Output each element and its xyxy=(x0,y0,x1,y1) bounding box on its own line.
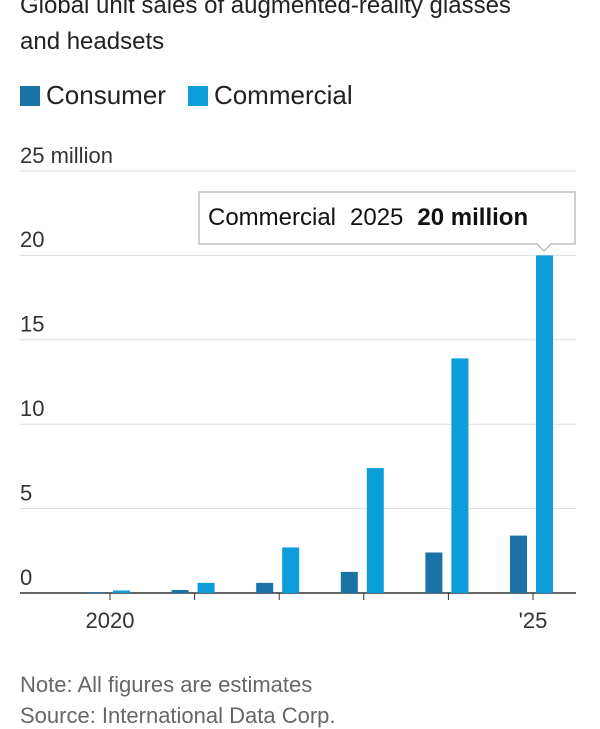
legend-swatch xyxy=(20,85,40,106)
y-tick-label: 0 xyxy=(20,565,32,590)
chart-title: Global unit sales of augmented-reality g… xyxy=(20,0,511,55)
legend-swatch xyxy=(187,85,208,106)
bar xyxy=(87,592,104,593)
y-tick-label: 25 million xyxy=(20,143,113,168)
bar xyxy=(256,582,274,593)
bar xyxy=(340,571,358,593)
bar xyxy=(197,582,215,593)
legend: Consumer Commercial xyxy=(20,80,353,111)
legend-label: Consumer xyxy=(46,80,166,110)
tooltip-field: 2025 xyxy=(350,204,403,231)
bar xyxy=(425,552,443,593)
legend-item: Consumer xyxy=(20,80,166,111)
bar xyxy=(282,547,300,593)
bar xyxy=(366,468,384,593)
source: Source: International Data Corp. xyxy=(20,703,336,728)
bar xyxy=(171,589,189,593)
x-tick-label: 2020 xyxy=(86,608,135,633)
tooltip-field: Commercial xyxy=(208,204,336,231)
bar xyxy=(510,535,527,593)
y-tick-label: 15 xyxy=(20,312,44,337)
y-tick-label: 10 xyxy=(20,396,44,421)
y-tick-label: 20 xyxy=(20,227,44,252)
tooltip-text: Commercial 2025 20 million xyxy=(208,204,528,231)
bar xyxy=(451,358,469,593)
x-tick-label: '25 xyxy=(519,608,548,633)
legend-label: Commercial xyxy=(213,80,353,110)
bar xyxy=(113,590,130,593)
tooltip-box xyxy=(198,191,576,253)
legend-item: Commercial xyxy=(187,80,353,111)
tooltip-field: 20 million xyxy=(417,204,528,231)
tooltip: Commercial 2025 20 million xyxy=(198,191,576,253)
note: Note: All figures are estimates xyxy=(20,672,313,697)
bar xyxy=(536,255,553,593)
y-tick-label: 5 xyxy=(20,480,32,505)
